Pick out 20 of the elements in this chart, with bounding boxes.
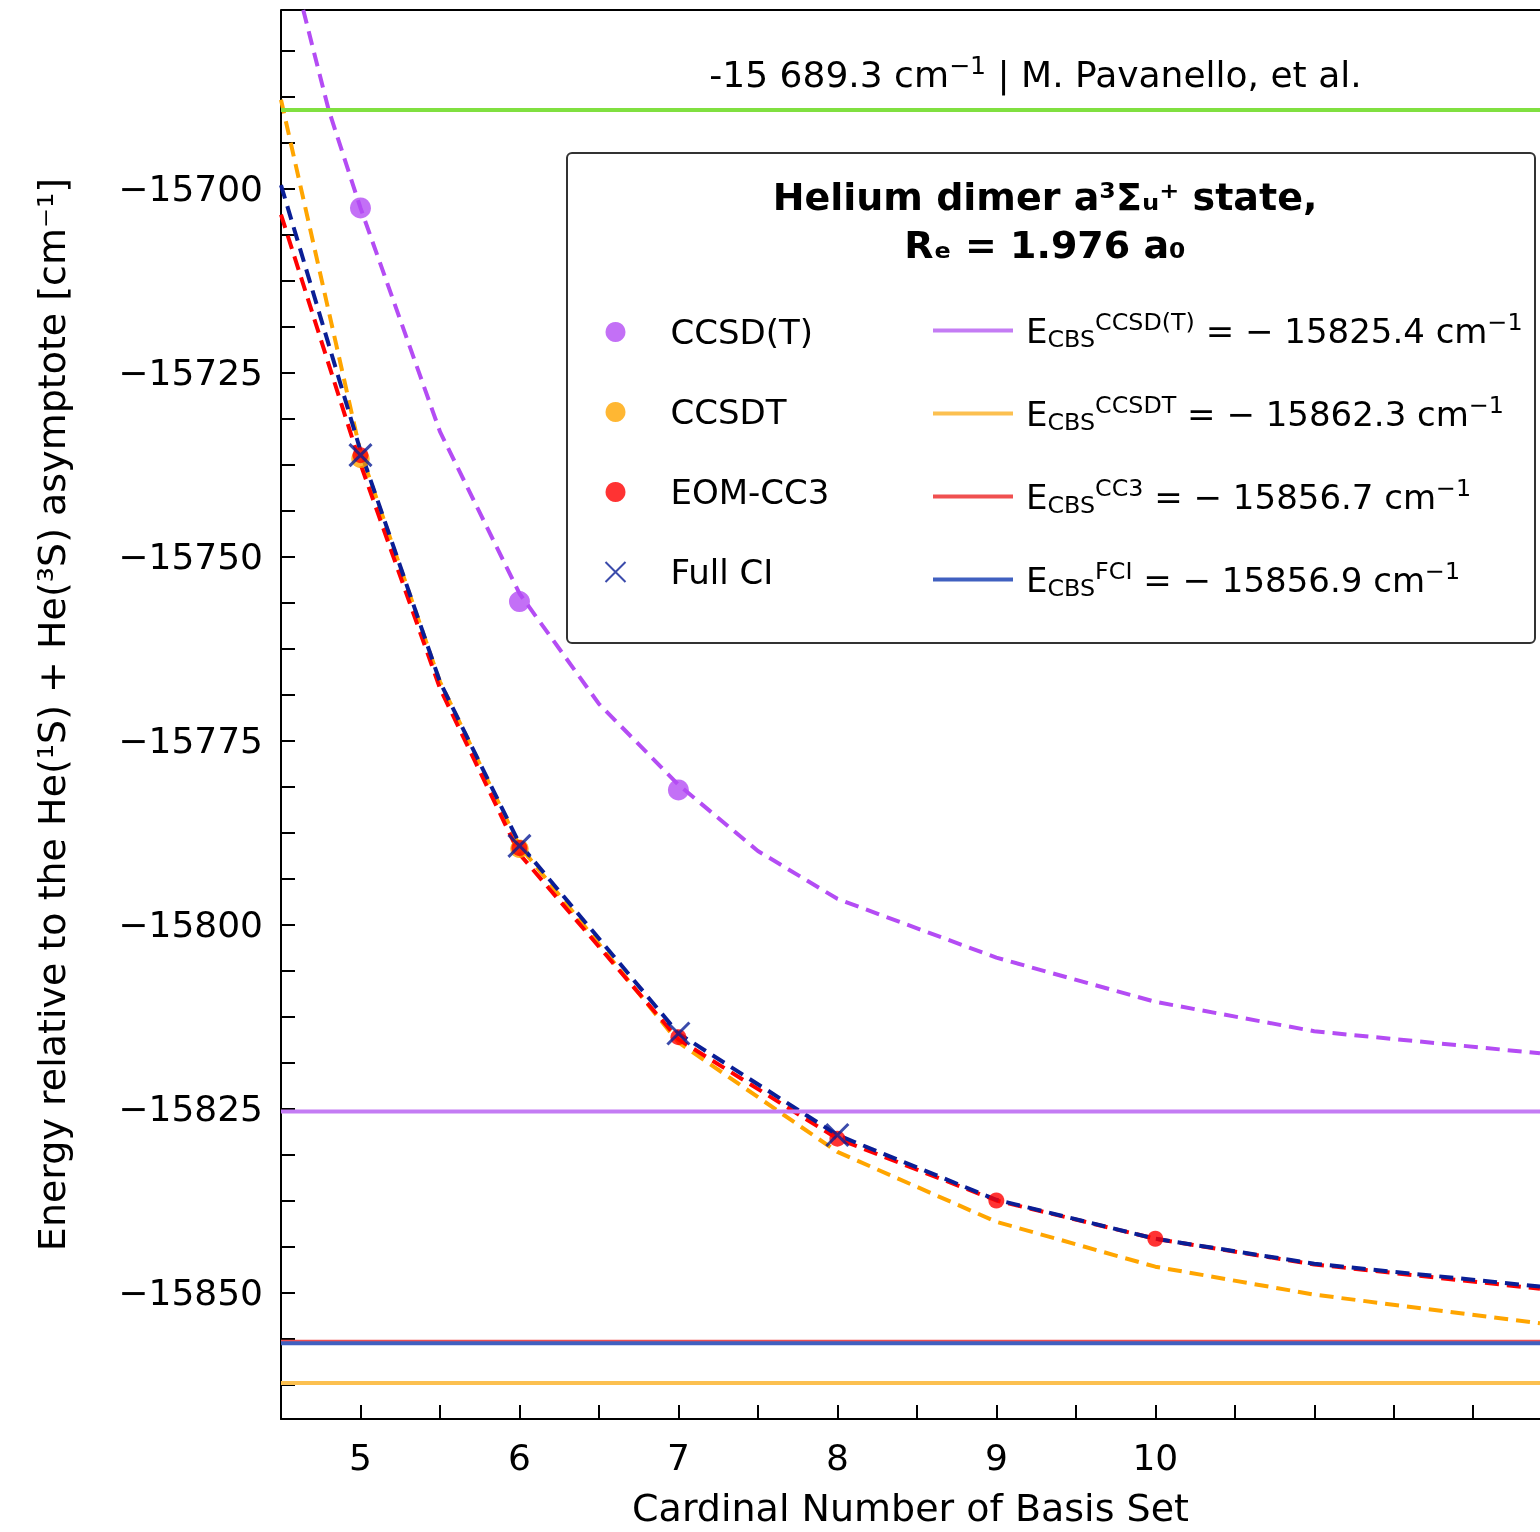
x-tick-label: 7 (666, 1436, 690, 1478)
y-axis-title: Energy relative to the He(¹S) + He(³S) asymptote [cm⁻¹] (30, 177, 74, 1252)
y-tick-label: −15700 (118, 168, 263, 210)
y-tick-label: −15775 (118, 720, 263, 762)
legend-label: CCSD(T) (670, 312, 814, 352)
legend-label: EOM-CC3 (670, 472, 830, 512)
y-tick-label: −15850 (118, 1271, 263, 1313)
y-tick-label: −15825 (118, 1088, 263, 1130)
x-tick-label: 6 (507, 1436, 531, 1478)
legend-label: Full CI (670, 552, 774, 592)
x-tick-label: 9 (984, 1436, 1008, 1478)
x-tick-label: 10 (1132, 1436, 1179, 1478)
y-tick-label: −15750 (118, 536, 263, 578)
y-tick-label: −15800 (118, 904, 263, 946)
legend-title: Helium dimer a³Σᵤ⁺ state, Rₑ = 1.976 a₀ (772, 175, 1318, 267)
x-tick-label: 8 (825, 1436, 849, 1478)
x-tick-label: 5 (349, 1436, 372, 1478)
y-tick-label: −15725 (118, 352, 263, 394)
legend-label: CCSDT (670, 392, 787, 432)
x-axis-title: Cardinal Number of Basis Set (632, 1486, 1189, 1530)
